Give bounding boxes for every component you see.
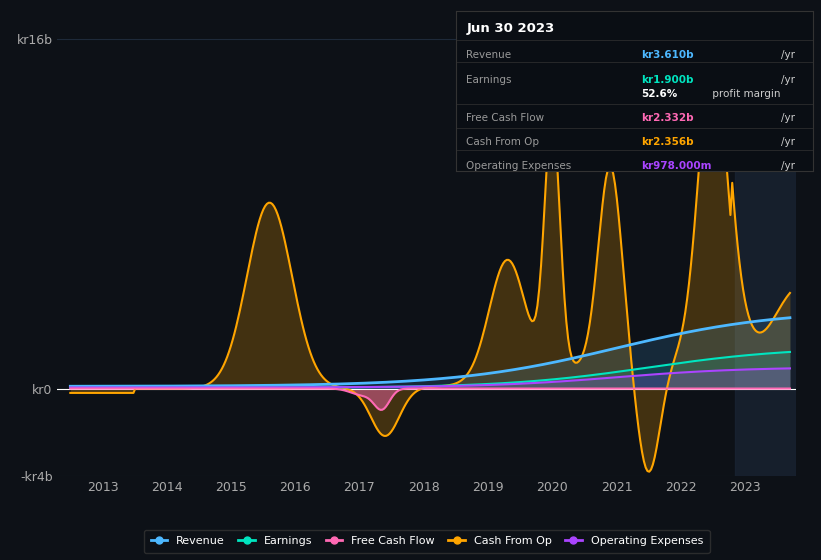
Text: Cash From Op: Cash From Op bbox=[466, 137, 539, 147]
Text: /yr: /yr bbox=[781, 161, 795, 171]
Text: kr3.610b: kr3.610b bbox=[641, 49, 694, 59]
Text: Earnings: Earnings bbox=[466, 75, 511, 85]
Text: /yr: /yr bbox=[781, 75, 795, 85]
Text: kr1.900b: kr1.900b bbox=[641, 75, 694, 85]
Text: /yr: /yr bbox=[781, 113, 795, 123]
Text: kr978.000m: kr978.000m bbox=[641, 161, 712, 171]
Text: Revenue: Revenue bbox=[466, 49, 511, 59]
Text: profit margin: profit margin bbox=[709, 90, 781, 100]
Text: Operating Expenses: Operating Expenses bbox=[466, 161, 571, 171]
Text: Free Cash Flow: Free Cash Flow bbox=[466, 113, 544, 123]
Text: 52.6%: 52.6% bbox=[641, 90, 677, 100]
Text: /yr: /yr bbox=[781, 49, 795, 59]
Text: Jun 30 2023: Jun 30 2023 bbox=[466, 22, 555, 35]
Text: kr2.332b: kr2.332b bbox=[641, 113, 694, 123]
Legend: Revenue, Earnings, Free Cash Flow, Cash From Op, Operating Expenses: Revenue, Earnings, Free Cash Flow, Cash … bbox=[144, 530, 709, 553]
Text: /yr: /yr bbox=[781, 137, 795, 147]
Text: kr2.356b: kr2.356b bbox=[641, 137, 694, 147]
Bar bbox=[736, 17, 796, 476]
